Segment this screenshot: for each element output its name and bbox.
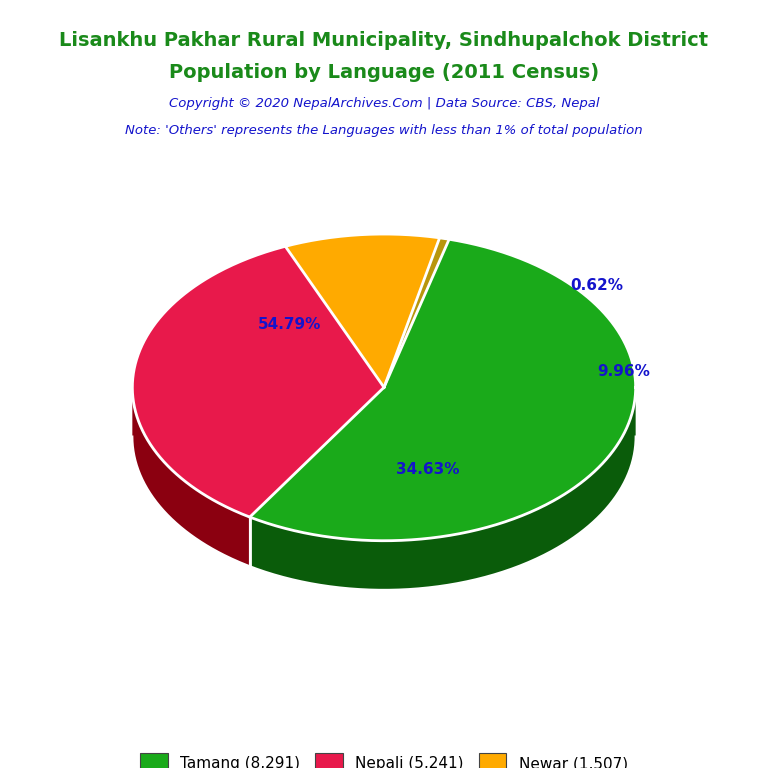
Text: Note: 'Others' represents the Languages with less than 1% of total population: Note: 'Others' represents the Languages … xyxy=(125,124,643,137)
Polygon shape xyxy=(132,247,384,517)
Polygon shape xyxy=(132,387,250,566)
Polygon shape xyxy=(384,238,449,387)
Text: 9.96%: 9.96% xyxy=(598,364,650,379)
Text: 34.63%: 34.63% xyxy=(396,462,459,478)
Text: 54.79%: 54.79% xyxy=(258,317,321,332)
Text: 0.62%: 0.62% xyxy=(570,278,623,293)
Polygon shape xyxy=(250,240,636,541)
Polygon shape xyxy=(250,386,636,590)
Polygon shape xyxy=(286,234,439,387)
Text: Lisankhu Pakhar Rural Municipality, Sindhupalchok District: Lisankhu Pakhar Rural Municipality, Sind… xyxy=(59,31,709,50)
Text: Copyright © 2020 NepalArchives.Com | Data Source: CBS, Nepal: Copyright © 2020 NepalArchives.Com | Dat… xyxy=(169,97,599,110)
Text: Population by Language (2011 Census): Population by Language (2011 Census) xyxy=(169,63,599,82)
